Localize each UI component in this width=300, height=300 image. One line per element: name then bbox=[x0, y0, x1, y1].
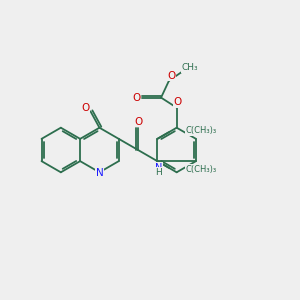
Text: N: N bbox=[96, 168, 103, 178]
Text: CH₃: CH₃ bbox=[182, 63, 198, 72]
Text: O: O bbox=[167, 70, 176, 80]
Text: O: O bbox=[173, 97, 182, 107]
Text: N: N bbox=[155, 163, 163, 173]
Text: O: O bbox=[134, 117, 142, 127]
Text: C(CH₃)₃: C(CH₃)₃ bbox=[185, 165, 216, 174]
Text: O: O bbox=[81, 103, 89, 113]
Text: H: H bbox=[155, 168, 162, 177]
Text: O: O bbox=[132, 93, 140, 103]
Text: C(CH₃)₃: C(CH₃)₃ bbox=[185, 126, 216, 135]
